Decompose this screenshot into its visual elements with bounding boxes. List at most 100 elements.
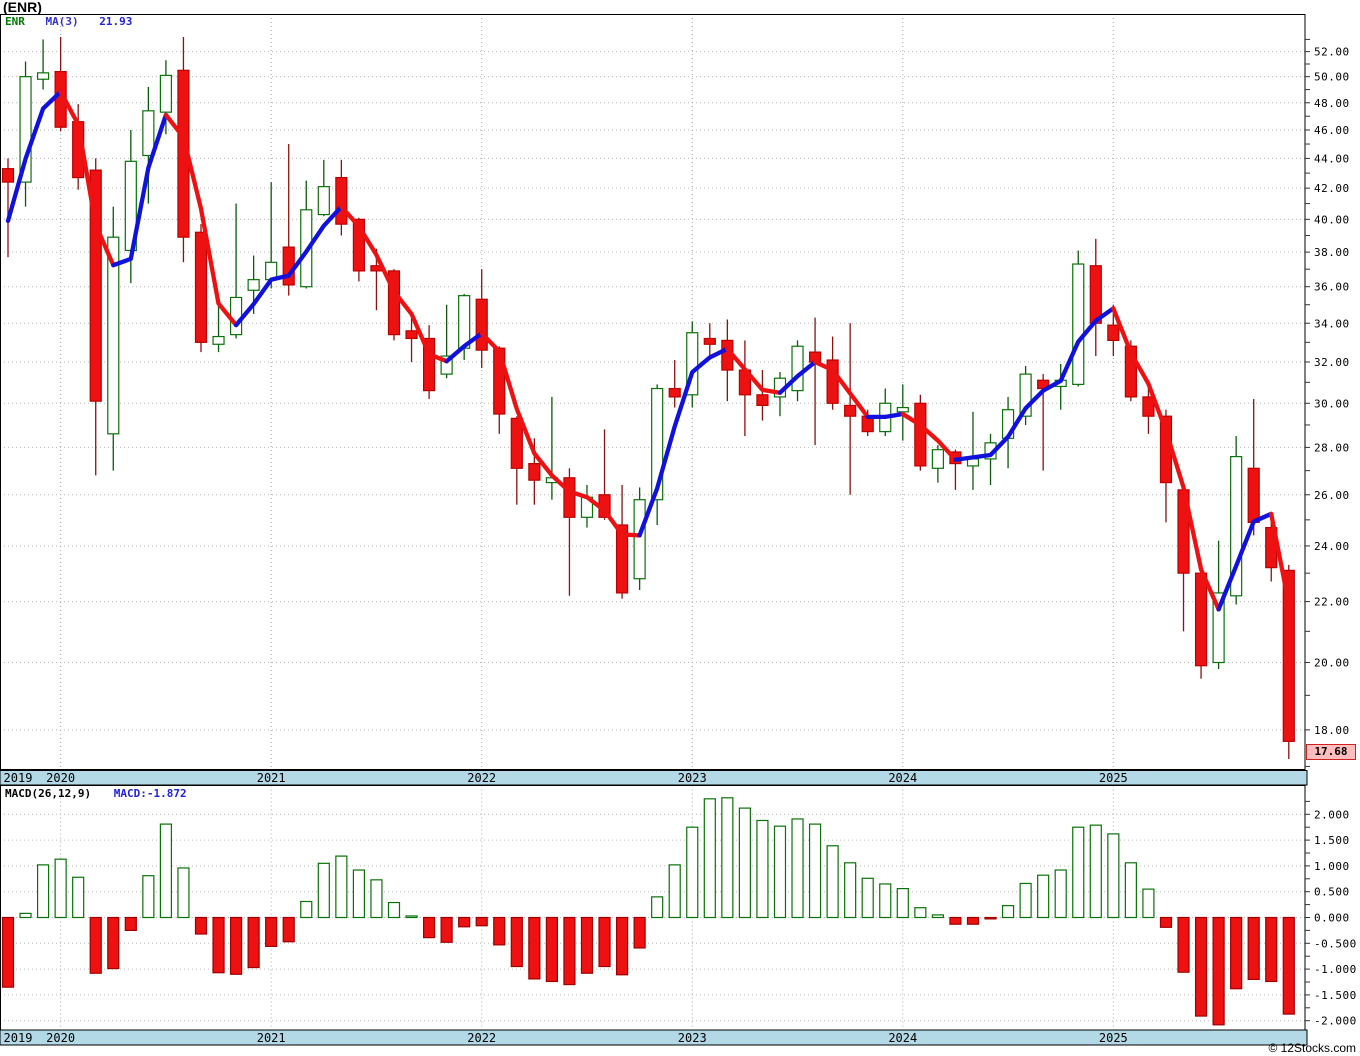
macd-bar-negative — [510, 916, 523, 968]
ma-line-rising — [444, 331, 484, 364]
macd-bar-positive — [686, 826, 699, 919]
candle-body — [651, 387, 664, 501]
year-label: 2025 — [1099, 771, 1128, 785]
macd-bar-positive — [721, 797, 734, 919]
ma-line-rising — [865, 411, 905, 420]
price-panel-border — [0, 14, 1306, 770]
ma-line-falling — [479, 331, 642, 538]
candle-body — [563, 477, 576, 518]
year-label: 2021 — [257, 1031, 286, 1045]
candle-body — [686, 332, 699, 396]
ma-line-rising — [111, 112, 169, 268]
candle-body — [615, 524, 629, 594]
macd-bar-negative — [633, 916, 646, 949]
ma-line-falling — [812, 359, 870, 420]
macd-bar-positive — [142, 875, 155, 919]
timeline-band — [0, 1029, 1308, 1046]
macd-bar-negative — [422, 916, 436, 939]
candle-body — [1230, 455, 1243, 597]
year-label: 2023 — [678, 771, 707, 785]
macd-bar-positive — [159, 823, 173, 919]
candle-body — [1194, 572, 1208, 667]
macd-axis-label: 1.000 — [1314, 860, 1350, 873]
macd-axis-label: 2.000 — [1314, 808, 1350, 821]
price-axis-label: 50.00 — [1314, 71, 1350, 84]
candle-body — [668, 387, 681, 398]
macd-bar-negative — [247, 916, 260, 969]
macd-bar-positive — [370, 879, 383, 919]
price-axis-label: 44.00 — [1314, 152, 1350, 165]
macd-bars-layer — [1, 797, 1295, 1026]
ma-line-falling — [163, 112, 239, 328]
year-label: 2019 — [4, 1031, 33, 1045]
price-axis-label: 36.00 — [1314, 281, 1350, 294]
ma-line-rising — [637, 346, 730, 538]
macd-bar-negative — [282, 916, 295, 943]
macd-bar-negative — [984, 916, 997, 920]
year-label: 2025 — [1099, 1031, 1128, 1045]
macd-bar-negative — [1230, 916, 1243, 990]
macd-bar-positive — [861, 877, 874, 919]
macd-bar-negative — [563, 916, 576, 986]
ma-line-falling — [1111, 306, 1221, 612]
candle-body — [89, 169, 102, 402]
macd-bar-negative — [580, 916, 594, 974]
macd-axis-label: -2.000 — [1314, 1015, 1357, 1028]
year-label: 2024 — [888, 1031, 917, 1045]
macd-bar-positive — [808, 823, 822, 919]
candle-body — [405, 330, 418, 340]
price-axis-label: 52.00 — [1314, 46, 1350, 59]
macd-bar-positive — [72, 876, 85, 919]
candle-body — [1282, 569, 1295, 742]
candle-body — [159, 74, 173, 113]
macd-params: MACD(26,12,9) — [5, 787, 92, 800]
candle-body — [1107, 324, 1120, 342]
macd-bar-negative — [615, 916, 629, 976]
macd-bar-positive — [317, 862, 330, 919]
year-label: 2019 — [4, 771, 33, 785]
watermark: © 12Stocks.com — [1268, 1041, 1356, 1055]
macd-bar-negative — [212, 916, 225, 974]
macd-bar-positive — [1107, 833, 1120, 919]
macd-bar-positive — [738, 807, 751, 919]
macd-axis-label: 0.000 — [1314, 912, 1350, 925]
candle-body — [440, 355, 453, 375]
candle-body — [458, 295, 471, 349]
ma-line-rising — [953, 306, 1116, 462]
macd-bar-negative — [966, 916, 980, 925]
price-axis-label: 28.00 — [1314, 441, 1350, 454]
price-axis-label: 48.00 — [1314, 97, 1350, 110]
macd-bar-positive — [1124, 862, 1137, 919]
price-axis-label: 42.00 — [1314, 182, 1350, 195]
macd-bar-positive — [1037, 874, 1050, 919]
legend-symbol: ENR — [5, 15, 25, 28]
candle-body — [1019, 373, 1032, 417]
candle-body — [1142, 396, 1155, 417]
ma-line-rising — [5, 89, 63, 224]
candle-body — [1212, 592, 1225, 664]
ma-line-rising — [233, 204, 344, 328]
macd-bar-positive — [791, 818, 804, 919]
macd-bar-negative — [1282, 916, 1295, 1015]
macd-bar-negative — [124, 916, 137, 931]
ma-line-layer — [5, 89, 1291, 612]
macd-bar-negative — [598, 916, 611, 968]
macd-bar-positive — [931, 914, 944, 919]
macd-bar-negative — [493, 916, 506, 946]
ma-line-falling — [725, 346, 783, 395]
year-label: 2022 — [467, 771, 496, 785]
last-price-tag: 17.68 — [1306, 744, 1356, 760]
macd-bar-negative — [1177, 916, 1190, 973]
ma-line-falling — [1269, 511, 1291, 606]
candle-body — [791, 345, 804, 392]
macd-bar-negative — [545, 916, 558, 983]
candle-body — [247, 279, 260, 291]
candle-body — [1, 168, 15, 183]
macd-bar-negative — [458, 916, 471, 928]
year-label: 2024 — [888, 771, 917, 785]
macd-axis-label: -0.500 — [1314, 937, 1357, 950]
candle-body — [422, 337, 436, 392]
candle-body — [317, 186, 330, 216]
